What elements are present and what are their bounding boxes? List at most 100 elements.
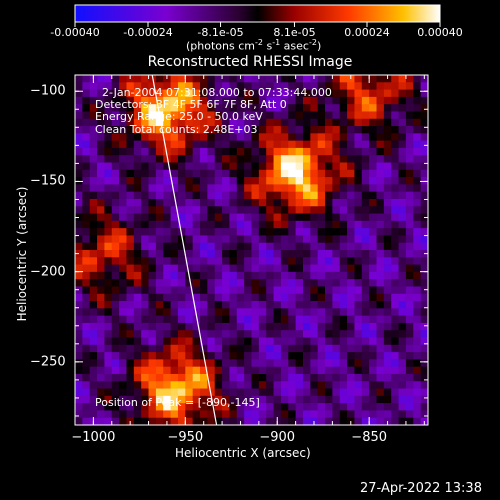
heatmap-cell — [251, 213, 260, 222]
heatmap-cell — [126, 301, 135, 309]
heatmap-cell — [295, 395, 304, 404]
heatmap-cell — [361, 213, 370, 222]
heatmap-cell — [229, 410, 238, 419]
heatmap-cell — [310, 191, 319, 200]
heatmap-cell — [405, 242, 414, 251]
heatmap-cell — [369, 162, 378, 171]
heatmap-cell — [170, 118, 179, 127]
heatmap-cell — [119, 235, 128, 244]
heatmap-cell — [361, 140, 370, 149]
heatmap-cell — [89, 104, 98, 113]
heatmap-cell — [192, 177, 201, 185]
heatmap-cell — [332, 75, 341, 83]
heatmap-cell — [347, 235, 356, 244]
heatmap-cell — [398, 191, 407, 200]
heatmap-cell — [391, 184, 400, 193]
heatmap-cell — [280, 322, 289, 331]
heatmap-cell — [280, 403, 289, 412]
heatmap-cell — [119, 417, 128, 425]
heatmap-cell — [251, 257, 260, 266]
heatmap-cell — [119, 206, 128, 215]
heatmap-cell — [89, 388, 98, 397]
heatmap-cell — [383, 352, 392, 360]
heatmap-cell — [258, 403, 267, 412]
heatmap-cell — [126, 352, 135, 360]
heatmap-cell — [185, 104, 194, 113]
heatmap-cell — [192, 337, 201, 346]
heatmap-cell — [222, 308, 231, 317]
heatmap-cell — [398, 242, 407, 251]
heatmap-cell — [170, 359, 179, 368]
heatmap-cell — [141, 155, 150, 164]
heatmap-cell — [310, 169, 319, 178]
heatmap-cell — [163, 330, 172, 339]
heatmap-cell — [288, 279, 297, 288]
heatmap-cell — [185, 359, 194, 368]
heatmap-cell — [288, 301, 297, 309]
heatmap-cell — [310, 228, 319, 237]
heatmap-cell — [75, 293, 83, 302]
heatmap-cell — [177, 220, 186, 229]
heatmap-cell — [104, 337, 113, 346]
heatmap-cell — [391, 403, 400, 412]
heatmap-cell — [339, 242, 348, 251]
heatmap-cell — [339, 257, 348, 266]
heatmap-cell — [148, 96, 157, 105]
heatmap-cell — [339, 250, 348, 258]
heatmap-cell — [391, 82, 400, 91]
heatmap-cell — [200, 162, 208, 171]
heatmap-cell — [405, 104, 414, 113]
heatmap-cell — [229, 242, 238, 251]
heatmap-cell — [398, 162, 407, 171]
heatmap-cell — [391, 242, 400, 251]
heatmap-cell — [155, 220, 164, 229]
heatmap-cell — [339, 366, 348, 375]
heatmap-cell — [155, 140, 164, 149]
heatmap-cell — [310, 264, 319, 273]
heatmap-cell — [310, 410, 319, 419]
heatmap-cell — [82, 235, 91, 244]
heatmap-cell — [280, 359, 289, 368]
heatmap-cell — [89, 250, 98, 258]
heatmap-cell — [214, 410, 223, 419]
heatmap-cell — [200, 206, 208, 215]
heatmap-cell — [126, 403, 135, 412]
heatmap-cell — [97, 257, 106, 266]
heatmap-cell — [280, 140, 289, 149]
heatmap-cell — [111, 184, 120, 193]
heatmap-cell — [251, 293, 260, 302]
heatmap-cell — [361, 315, 370, 324]
heatmap-cell — [288, 82, 297, 91]
heatmap-cell — [258, 104, 267, 113]
heatmap-cell — [207, 293, 216, 302]
heatmap-cell — [325, 395, 333, 404]
heatmap-cell — [163, 111, 172, 120]
heatmap-cell — [288, 373, 297, 382]
heatmap-cell — [391, 111, 400, 120]
heatmap-cell — [369, 250, 378, 258]
heatmap-cell — [398, 257, 407, 266]
heatmap-cell — [369, 344, 378, 353]
heatmap-cell — [185, 75, 194, 83]
heatmap-cell — [383, 206, 392, 215]
heatmap-cell — [361, 96, 370, 105]
heatmap-cell — [405, 133, 414, 142]
heatmap-cell — [258, 111, 267, 120]
heatmap-cell — [155, 213, 164, 222]
heatmap-cell — [89, 293, 98, 302]
heatmap-cell — [302, 315, 311, 324]
heatmap-cell — [280, 293, 289, 302]
heatmap-cell — [229, 381, 238, 390]
heatmap-cell — [251, 235, 260, 244]
heatmap-cell — [75, 264, 83, 273]
heatmap-cell — [119, 126, 128, 134]
heatmap-cell — [133, 184, 142, 193]
heatmap-cell — [325, 104, 333, 113]
heatmap-cell — [244, 155, 253, 164]
heatmap-cell — [111, 147, 120, 156]
heatmap-cell — [177, 352, 186, 360]
heatmap-cell — [258, 388, 267, 397]
heatmap-cell — [89, 96, 98, 105]
heatmap-cell — [148, 322, 157, 331]
heatmap-cell — [325, 162, 333, 171]
